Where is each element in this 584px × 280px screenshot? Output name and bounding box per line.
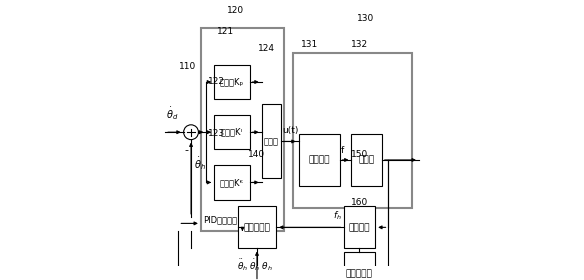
Text: u(t): u(t) (282, 126, 298, 135)
Text: $f_h$: $f_h$ (333, 209, 342, 222)
Text: $\ddot{\theta}_h\;\dot{\theta}_h\;\theta_h$: $\ddot{\theta}_h\;\dot{\theta}_h\;\theta… (237, 258, 272, 273)
Text: 120: 120 (227, 6, 244, 15)
Text: 132: 132 (351, 41, 368, 50)
Text: 131: 131 (301, 41, 318, 50)
Text: $\dot{\theta}_h$: $\dot{\theta}_h$ (194, 155, 206, 172)
Text: 力矩电机: 力矩电机 (308, 155, 330, 164)
FancyBboxPatch shape (214, 65, 250, 99)
FancyBboxPatch shape (352, 134, 382, 186)
Text: 160: 160 (351, 198, 368, 207)
Text: 130: 130 (357, 14, 374, 23)
FancyBboxPatch shape (343, 253, 376, 280)
Text: 121: 121 (217, 27, 235, 36)
Text: 位置传感器: 位置传感器 (346, 269, 373, 278)
Text: 机械臂: 机械臂 (359, 155, 375, 164)
Text: 在线辨识器: 在线辨识器 (244, 223, 270, 232)
FancyBboxPatch shape (293, 53, 412, 207)
Text: 微分器Kᴷ: 微分器Kᴷ (220, 178, 244, 187)
Text: 123: 123 (208, 129, 225, 138)
FancyBboxPatch shape (262, 104, 281, 178)
FancyBboxPatch shape (201, 28, 284, 231)
Text: 150: 150 (351, 150, 368, 159)
Text: $\dot{\theta}_d$: $\dot{\theta}_d$ (166, 105, 178, 122)
Text: 140: 140 (248, 150, 265, 159)
FancyBboxPatch shape (238, 206, 276, 248)
Text: 加法器: 加法器 (263, 137, 279, 146)
Text: 力传感器: 力传感器 (349, 223, 370, 232)
Text: 比例器Kₚ: 比例器Kₚ (220, 78, 244, 87)
Text: 积分器Kᴵ: 积分器Kᴵ (221, 128, 243, 137)
FancyBboxPatch shape (298, 134, 339, 186)
Text: 122: 122 (208, 78, 225, 87)
FancyBboxPatch shape (214, 115, 250, 150)
Text: PID参数校正: PID参数校正 (203, 216, 238, 225)
FancyBboxPatch shape (214, 165, 250, 200)
Text: 110: 110 (179, 62, 196, 71)
Text: 124: 124 (258, 45, 276, 53)
Text: -: - (185, 145, 189, 155)
Text: f: f (341, 146, 344, 155)
FancyBboxPatch shape (343, 206, 376, 248)
